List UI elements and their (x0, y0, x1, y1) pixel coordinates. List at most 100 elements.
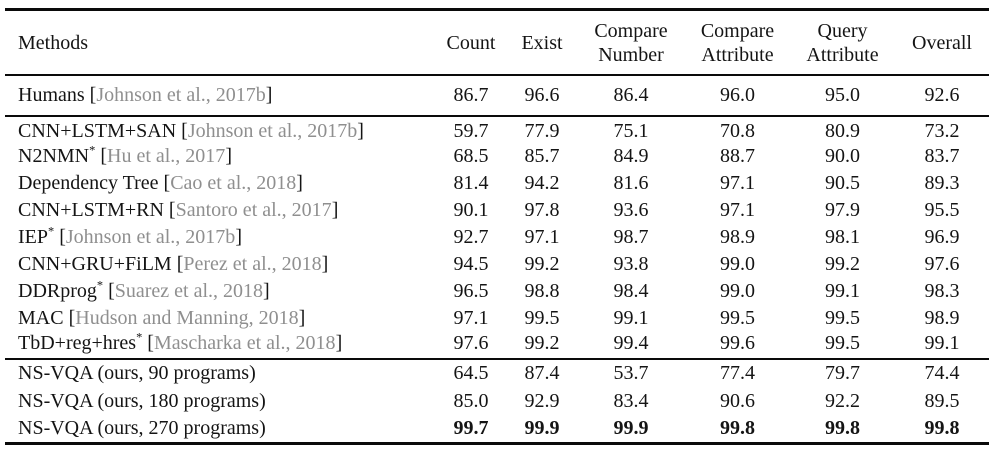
value-cell: 99.5 (825, 307, 860, 329)
value-cell: 97.6 (453, 332, 489, 354)
citation: Santoro et al., 2017 (175, 199, 332, 221)
citation-close-bracket: ] (357, 120, 364, 142)
value-cell: 73.2 (924, 120, 960, 142)
citation-open-bracket: [ (168, 199, 176, 221)
citation-close-bracket: ] (296, 172, 303, 194)
column-header-label: Overall (912, 31, 972, 54)
value-cell: 98.9 (720, 226, 755, 248)
method-cell: CNN+LSTM+SAN [Johnson et al., 2017b] (5, 116, 435, 143)
value-cell: 64.5 (453, 362, 489, 384)
table-row: IEP* [Johnson et al., 2017b] 92.7 97.1 98.7… (5, 224, 989, 251)
value-cell: 98.1 (825, 226, 860, 248)
method-cell: NS-VQA (ours, 270 programs) (5, 415, 435, 443)
citation-open-bracket: [ (181, 120, 188, 142)
value-cell: 53.7 (613, 362, 649, 384)
value-cell: 80.9 (825, 120, 860, 142)
table-row: NS-VQA (ours, 270 programs) 99.7 99.9 99.9 9… (5, 415, 989, 443)
citation: Johnson et al., 2017b (187, 120, 358, 142)
value-cell: 99.2 (524, 253, 560, 275)
method-name: NS-VQA (ours, 270 programs) (18, 416, 266, 439)
citation: Johnson et al., 2017b (96, 84, 266, 106)
value-cell: 96.9 (924, 226, 960, 248)
value-cell: 97.6 (924, 253, 960, 275)
value-cell: 97.1 (720, 199, 755, 221)
value-cell: 83.4 (613, 389, 649, 412)
citation-close-bracket: ] (263, 280, 270, 302)
value-cell: 92.9 (524, 389, 560, 412)
value-cell: 99.2 (825, 253, 860, 275)
citation-open-bracket: [ (163, 172, 171, 194)
column-header-methods: Methods (5, 10, 435, 76)
asterisk-marker: * (96, 278, 104, 293)
table-group-prior: CNN+LSTM+SAN [Johnson et al., 2017b] 59.7… (5, 116, 989, 359)
method-cell: IEP* [Johnson et al., 2017b] (5, 224, 435, 251)
value-cell: 81.4 (453, 172, 489, 194)
method-name: DDRprog (18, 280, 97, 302)
column-header-compare-attribute: Compare Attribute (685, 10, 790, 76)
citation: Mascharka et al., 2018 (153, 332, 336, 354)
method-name: IEP (18, 226, 48, 248)
column-header-label: Number (598, 43, 664, 66)
method-cell: Humans [Johnson et al., 2017b] (5, 75, 435, 116)
value-cell: 77.9 (524, 120, 560, 142)
method-name: Dependency Tree (18, 172, 159, 194)
asterisk-marker: * (136, 330, 143, 345)
value-cell: 74.4 (924, 362, 960, 384)
value-cell: 98.9 (924, 307, 960, 329)
method-cell: CNN+LSTM+RN [Santoro et al., 2017] (5, 197, 435, 224)
citation-close-bracket: ] (321, 253, 329, 275)
method-cell: TbD+reg+hres* [Mascharka et al., 2018] (5, 330, 435, 359)
table-row: N2NMN* [Hu et al., 2017] 68.5 85.7 84.9 88.7… (5, 143, 989, 170)
method-name: NS-VQA (ours, 180 programs) (18, 389, 266, 412)
method-name: CNN+GRU+FiLM (18, 253, 172, 275)
method-cell: NS-VQA (ours, 180 programs) (5, 387, 435, 415)
column-header-exist: Exist (507, 10, 577, 76)
asterisk-marker: * (48, 224, 55, 239)
value-cell: 97.9 (825, 199, 860, 221)
table-row: MAC [Hudson and Manning, 2018] 97.1 99.5 99… (5, 305, 989, 332)
value-cell: 95.0 (825, 84, 860, 106)
table-row: CNN+LSTM+SAN [Johnson et al., 2017b] 59.7… (5, 116, 989, 143)
table-row: NS-VQA (ours, 90 programs) 64.5 87.4 53.7 77… (5, 359, 989, 387)
table-row: TbD+reg+hres* [Mascharka et al., 2018] 97… (5, 330, 989, 359)
method-name: NS-VQA (ours, 90 programs) (18, 362, 256, 384)
method-name: TbD+reg+hres (18, 332, 137, 354)
value-cell: 96.0 (720, 84, 755, 106)
citation: Hu et al., 2017 (107, 145, 226, 167)
value-cell: 90.6 (720, 389, 755, 412)
column-header-label: Compare (594, 19, 668, 42)
asterisk-marker: * (89, 143, 96, 158)
value-cell: 59.7 (453, 120, 489, 142)
value-cell: 97.8 (524, 199, 560, 221)
value-cell: 99.4 (613, 332, 649, 354)
value-cell: 92.2 (825, 389, 860, 412)
value-cell: 94.5 (453, 253, 489, 275)
value-cell: 99.1 (825, 280, 860, 302)
column-header-count: Count (435, 10, 507, 76)
value-cell: 99.6 (720, 332, 755, 354)
citation-open-bracket: [ (147, 332, 154, 354)
value-cell: 94.2 (524, 172, 560, 194)
value-cell: 84.9 (613, 145, 649, 167)
value-cell: 86.7 (453, 84, 489, 106)
column-header-label: Query (817, 19, 868, 42)
method-cell: Dependency Tree [Cao et al., 2018] (5, 170, 435, 197)
value-cell: 99.9 (524, 416, 560, 439)
table-header: Methods Count Exist Compare Number Compare Att… (5, 10, 989, 76)
page-root: Methods Count Exist Compare Number Compare Att… (5, 8, 989, 445)
citation-open-bracket: [ (89, 84, 97, 106)
citation-close-bracket: ] (235, 226, 242, 248)
column-header-query-attribute: Query Attribute (790, 10, 895, 76)
column-header-label: Attribute (701, 43, 774, 66)
citation: Hudson and Manning, 2018 (75, 307, 299, 329)
value-cell: 92.6 (924, 84, 960, 106)
value-cell: 95.5 (924, 199, 960, 221)
column-header-label: Methods (18, 31, 88, 54)
value-cell: 83.7 (924, 145, 960, 167)
value-cell: 97.1 (720, 172, 755, 194)
citation-close-bracket: ] (331, 199, 339, 221)
results-table: Methods Count Exist Compare Number Compare Att… (5, 8, 989, 445)
value-cell: 68.5 (453, 145, 489, 167)
column-header-label: Count (446, 31, 496, 54)
table-row: CNN+LSTM+RN [Santoro et al., 2017] 90.1 97… (5, 197, 989, 224)
